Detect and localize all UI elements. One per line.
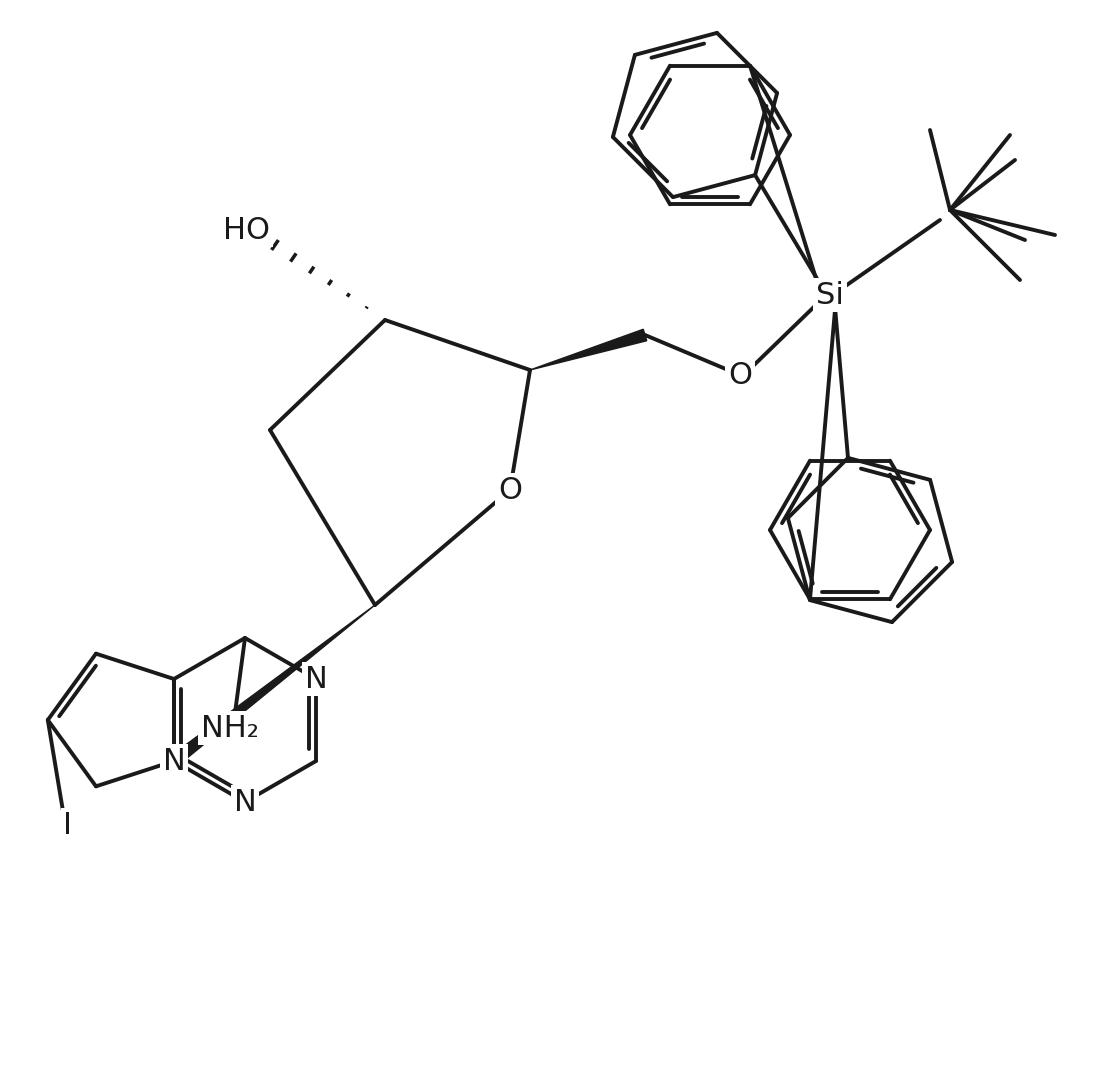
Text: O: O — [498, 475, 522, 505]
Text: NH₂: NH₂ — [201, 714, 258, 742]
Text: I: I — [63, 811, 72, 839]
Text: N: N — [234, 787, 256, 816]
Polygon shape — [170, 605, 375, 766]
Text: O: O — [729, 361, 752, 389]
Text: HO: HO — [223, 216, 270, 244]
Text: N: N — [304, 665, 328, 693]
Text: N: N — [163, 747, 185, 775]
Polygon shape — [530, 329, 647, 370]
Text: Si: Si — [817, 280, 844, 310]
